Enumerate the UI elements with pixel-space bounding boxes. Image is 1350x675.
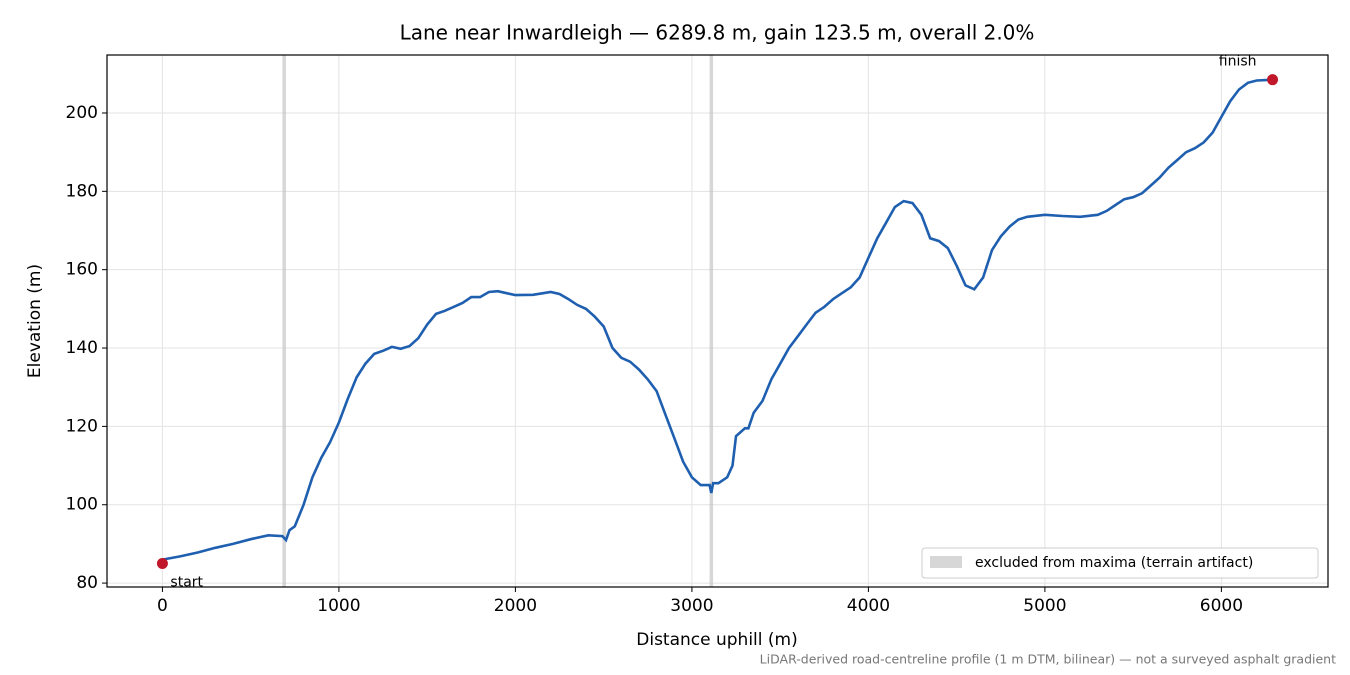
- x-tick-label: 2000: [494, 596, 537, 616]
- x-tick-label: 4000: [847, 596, 890, 616]
- x-tick-label: 1000: [317, 596, 360, 616]
- x-tick-label: 3000: [670, 596, 713, 616]
- y-tick-label: 80: [76, 573, 98, 593]
- legend-label: excluded from maxima (terrain artifact): [975, 555, 1253, 571]
- y-tick-label: 140: [66, 338, 98, 358]
- excluded-band: [709, 55, 714, 587]
- endpoint-label: finish: [1219, 54, 1257, 70]
- y-tick-label: 200: [66, 103, 98, 123]
- legend-box: [921, 547, 1319, 579]
- chart-title: Lane near Inwardleigh — 6289.8 m, gain 1…: [400, 21, 1035, 45]
- y-tick-label: 120: [66, 416, 98, 436]
- endpoint-marker: [1267, 74, 1279, 86]
- y-axis-label: Elevation (m): [25, 264, 45, 378]
- x-tick-label: 5000: [1023, 596, 1066, 616]
- endpoint-marker: [156, 557, 168, 569]
- x-tick-label: 6000: [1200, 596, 1243, 616]
- legend-swatch: [930, 556, 962, 568]
- x-axis-label: Distance uphill (m): [636, 630, 797, 650]
- x-tick-label: 0: [157, 596, 168, 616]
- y-tick-label: 100: [66, 495, 98, 515]
- elevation-line: [162, 78, 1273, 561]
- footnote: LiDAR-derived road-centreline profile (1…: [760, 652, 1336, 667]
- plot-frame: [106, 54, 1329, 588]
- y-tick-label: 160: [66, 260, 98, 280]
- endpoint-label: start: [170, 574, 203, 590]
- excluded-band: [282, 55, 286, 587]
- y-tick-label: 180: [66, 181, 98, 201]
